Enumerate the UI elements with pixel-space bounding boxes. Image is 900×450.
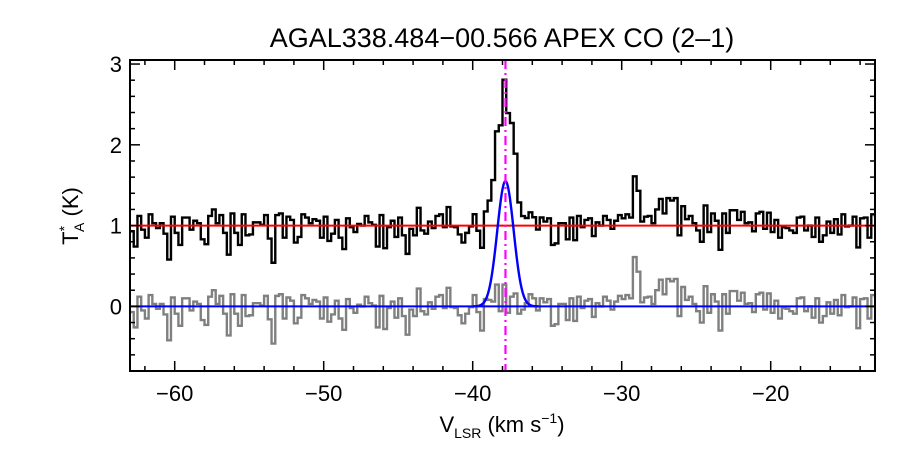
observed-spectrum (130, 78, 875, 264)
plot-area (130, 60, 875, 371)
y-label-main: T (58, 231, 83, 244)
x-label-main: V (439, 412, 454, 437)
chart-title: AGAL338.484−00.566 APEX CO (2–1) (270, 23, 735, 53)
y-tick-label: 0 (110, 294, 122, 319)
x-label-close: ) (557, 412, 564, 437)
x-tick-label: −60 (156, 381, 193, 406)
y-label-sup: * (56, 225, 72, 231)
x-tick-label: −50 (305, 381, 342, 406)
residual-spectrum (130, 255, 875, 345)
x-label-sup: −1 (541, 410, 557, 426)
x-tick-label: −40 (454, 381, 491, 406)
x-axis-label: VLSR (km s−1) (439, 410, 564, 441)
x-label-sub: LSR (454, 425, 481, 441)
y-label-sub: A (71, 222, 87, 232)
y-axis-label: T*A (K) (56, 187, 87, 245)
y-tick-label: 2 (110, 133, 122, 158)
y-label-rest: (K) (58, 187, 83, 222)
y-tick-label: 3 (110, 52, 122, 77)
x-label-rest: (km s (481, 412, 541, 437)
y-tick-label: 1 (110, 214, 122, 239)
x-tick-label: −20 (752, 381, 789, 406)
x-tick-label: −30 (603, 381, 640, 406)
axis-ticks: −60 −50 −40 −30 −20 0 1 2 3 (110, 52, 875, 406)
